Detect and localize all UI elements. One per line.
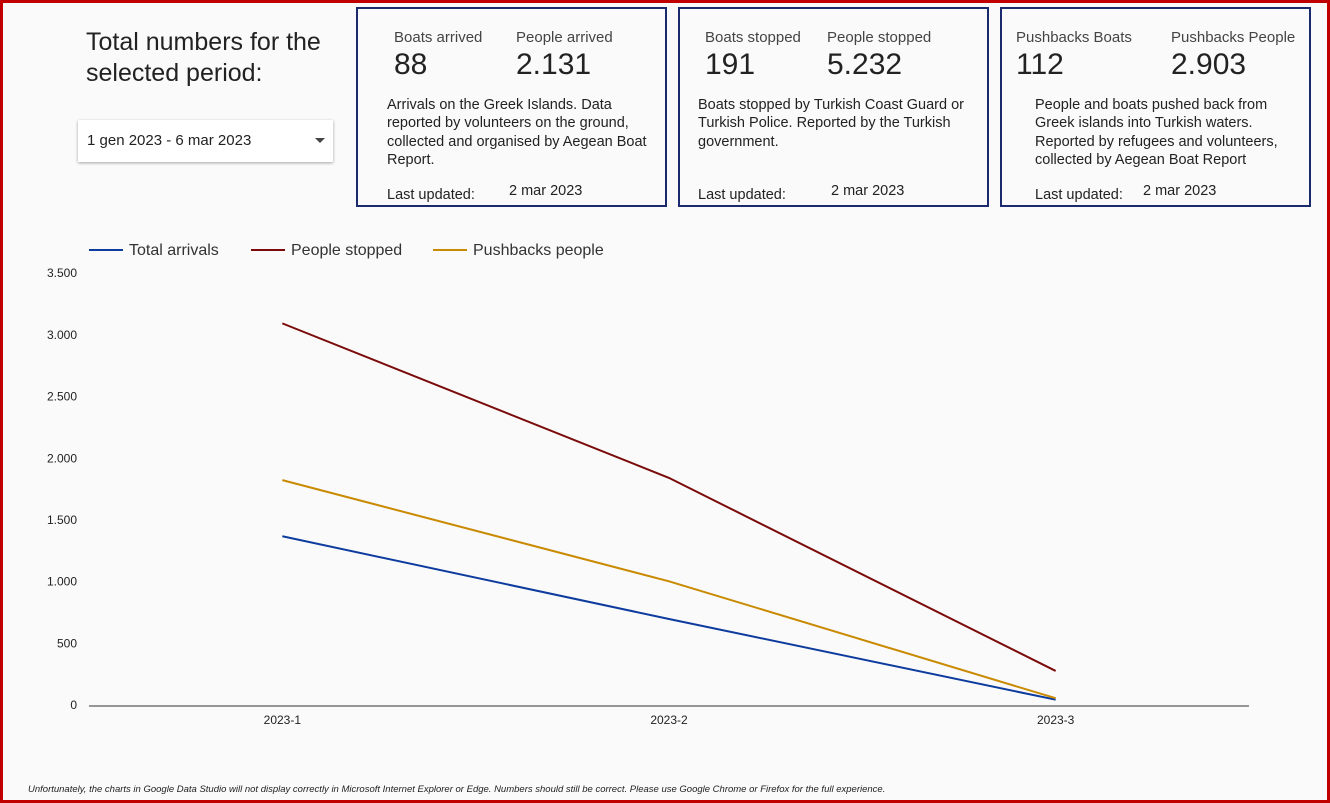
x-tick-label: 2023-3: [1037, 713, 1075, 727]
stat-label: Boats stopped: [705, 29, 801, 46]
date-range-picker[interactable]: 1 gen 2023 - 6 mar 2023: [78, 120, 333, 162]
date-range: 1 gen 2023 - 6 mar 2023: [87, 132, 252, 149]
series-line: [281, 322, 1057, 672]
card-description: People and boats pushed back from Greek …: [1035, 97, 1278, 168]
updated-label: Last updated:: [698, 187, 786, 203]
card-description: Arrivals on the Greek Islands. Data repo…: [387, 97, 647, 168]
stat-label: People stopped: [827, 29, 932, 46]
y-tick-label: 1.500: [47, 513, 77, 527]
x-tick-label: 2023-1: [264, 713, 302, 727]
stat: People arrived 2.131: [516, 29, 613, 82]
y-tick-label: 2.000: [47, 451, 77, 465]
stat: Pushbacks Boats 112: [1016, 29, 1132, 82]
stat-label: Boats arrived: [394, 29, 483, 46]
stat: People stopped 5.232: [827, 29, 931, 82]
card-description: Boats stopped by Turkish Coast Guard or …: [698, 97, 964, 150]
legend-label: Total arrivals: [129, 242, 219, 259]
stat: Boats stopped 191: [705, 29, 801, 82]
stat-value: 5.232: [827, 48, 903, 81]
stat-value: 88: [394, 48, 428, 81]
info-card: Boats arrived 88 People arrived 2.131 Arriva…: [356, 7, 667, 207]
updated-label: Last updated:: [1035, 187, 1123, 203]
stat-value: 2.131: [516, 48, 592, 81]
legend-label: Pushbacks people: [473, 242, 604, 259]
series-line: [282, 479, 1056, 700]
stat-value: 112: [1016, 48, 1064, 81]
stat: Pushbacks People 2.903: [1171, 29, 1295, 82]
y-tick-label: 3.500: [47, 266, 77, 280]
footnote: Unfortunately, the charts in Google Data…: [28, 784, 886, 795]
stat-label: Pushbacks Boats: [1016, 29, 1132, 46]
updated-date: 2 mar 2023: [1143, 183, 1217, 199]
stat-value: 191: [705, 48, 756, 81]
y-tick-label: 0: [70, 698, 77, 712]
stat-value: 2.903: [1171, 48, 1247, 81]
updated-label: Last updated:: [387, 187, 475, 203]
y-tick-label: 2.500: [47, 390, 77, 404]
chart: 0 500 1.000 1.500 2.000 2.500 3.000 3.500 2023-1…: [47, 242, 1249, 727]
info-card: Boats stopped 191 People stopped 5.232 Boats…: [678, 7, 989, 207]
series-line: [282, 535, 1056, 701]
heading: Total numbers for the selected period:: [86, 28, 321, 87]
updated-date: 2 mar 2023: [509, 183, 583, 199]
info-card: Pushbacks Boats 112 Pushbacks People 2.903 P…: [1000, 7, 1311, 207]
stat-label: People arrived: [516, 29, 613, 46]
updated-date: 2 mar 2023: [831, 183, 905, 199]
x-tick-label: 2023-2: [650, 713, 688, 727]
stat: Boats arrived 88: [394, 29, 482, 82]
legend-label: People stopped: [291, 242, 402, 259]
dropdown-arrow: [315, 138, 325, 143]
y-tick-label: 3.000: [47, 328, 77, 342]
y-tick-label: 500: [57, 636, 77, 650]
y-tick-label: 1.000: [47, 575, 77, 589]
stat-label: Pushbacks People: [1171, 29, 1296, 46]
